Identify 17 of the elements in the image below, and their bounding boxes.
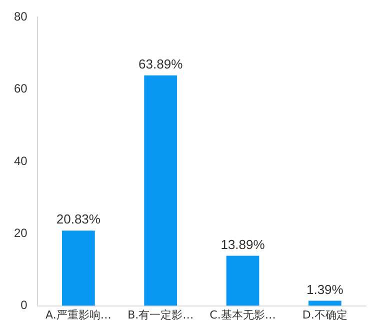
y-tick-label: 60 (14, 82, 28, 96)
bar (226, 256, 260, 306)
x-tick-label: D.不确定 (302, 308, 348, 322)
y-tick-label: 0 (20, 298, 28, 312)
data-label: 13.89% (220, 236, 266, 252)
x-tick-label: C.基本无影… (210, 308, 276, 322)
bar (308, 300, 342, 306)
data-label: 1.39% (306, 282, 344, 297)
x-tick-label: A.严重影响… (46, 308, 112, 322)
bar (144, 75, 178, 306)
y-tick-label: 20 (14, 226, 28, 240)
data-label: 63.89% (138, 56, 184, 72)
y-tick-label: 80 (14, 10, 28, 24)
x-tick-label: B.有一定影… (128, 308, 194, 322)
y-tick-label: 40 (14, 154, 28, 168)
bar (62, 230, 95, 306)
data-label: 20.83% (56, 212, 101, 227)
